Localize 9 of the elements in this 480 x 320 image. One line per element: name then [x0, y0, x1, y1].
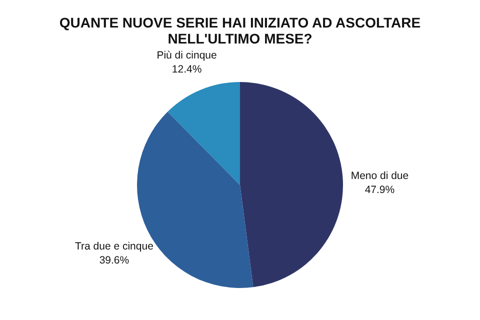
chart-title: QUANTE NUOVE SERIE HAI INIZIATO AD ASCOLTARE NELL'ULTIMO MESE? [59, 14, 421, 47]
data-label: 39.6% [99, 254, 130, 266]
pie-slice [168, 82, 240, 185]
slice-label: Meno di due [350, 170, 409, 182]
pie-slice [240, 82, 343, 288]
slice-label: Più di cinque [156, 50, 217, 62]
slice-label: Tra due e cinque [74, 240, 154, 252]
data-label: 12.4% [172, 64, 202, 76]
data-label: 47.9% [364, 184, 395, 196]
